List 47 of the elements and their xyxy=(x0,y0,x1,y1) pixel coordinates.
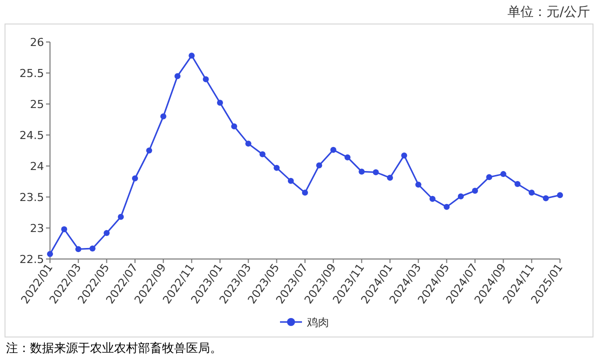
legend-label: 鸡肉 xyxy=(306,316,329,329)
point xyxy=(330,146,336,153)
point xyxy=(557,192,563,198)
y-tick-label: 23 xyxy=(30,222,44,235)
point xyxy=(75,246,82,252)
point xyxy=(472,188,478,194)
point xyxy=(542,195,549,202)
point xyxy=(372,169,379,176)
point xyxy=(160,113,166,120)
point xyxy=(500,171,506,178)
point xyxy=(118,214,124,220)
point xyxy=(231,123,238,130)
y-tick-label: 22.5 xyxy=(20,253,44,266)
y-tick-label: 24.5 xyxy=(20,129,44,142)
y-tick-label: 26 xyxy=(30,36,44,49)
y-tick-label: 25 xyxy=(30,98,44,111)
text: 注：数据来源于农业农村部畜牧兽医局。 xyxy=(6,341,222,355)
point xyxy=(146,148,152,154)
point xyxy=(401,152,408,158)
point xyxy=(202,76,209,82)
point xyxy=(188,52,195,59)
point xyxy=(528,190,535,196)
text: 单位：元/公斤 xyxy=(508,5,590,20)
point xyxy=(90,245,96,252)
point xyxy=(387,174,393,181)
point xyxy=(302,190,308,196)
point xyxy=(274,164,280,171)
y-tick-label: 25.5 xyxy=(20,67,44,80)
point xyxy=(486,174,492,180)
y-tick-label: 23.5 xyxy=(20,191,44,204)
point xyxy=(316,162,322,168)
point xyxy=(415,182,422,188)
point xyxy=(344,154,350,160)
point xyxy=(104,230,110,236)
y-tick-label: 24 xyxy=(30,160,44,173)
point xyxy=(174,73,180,80)
point xyxy=(61,226,68,232)
point xyxy=(245,140,252,147)
point xyxy=(132,175,138,182)
point xyxy=(430,196,436,202)
point xyxy=(358,168,365,175)
point xyxy=(288,178,294,184)
point xyxy=(458,193,464,200)
point xyxy=(444,204,450,210)
point xyxy=(217,100,223,106)
point xyxy=(514,180,520,187)
point xyxy=(260,151,266,158)
